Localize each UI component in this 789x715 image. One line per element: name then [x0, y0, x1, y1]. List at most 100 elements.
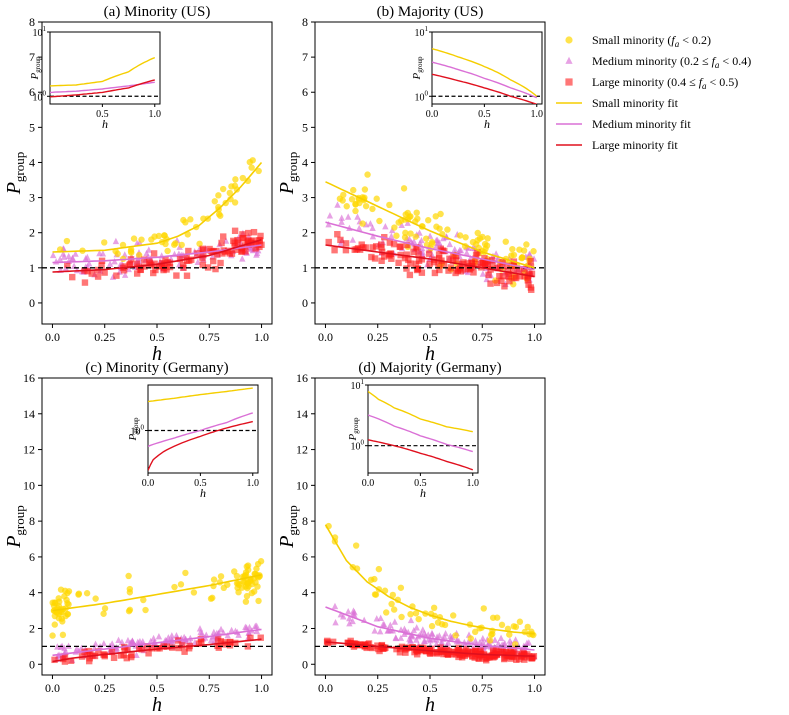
large-point — [152, 266, 159, 274]
small-point — [375, 565, 383, 573]
x-axis-label: h — [152, 694, 162, 715]
y-tick-label: 4 — [29, 155, 35, 169]
small-point — [253, 565, 260, 572]
inset-x-label: h — [102, 117, 108, 131]
scatter-points — [323, 522, 538, 664]
large-point — [378, 257, 385, 265]
medium-point — [491, 636, 499, 643]
medium-point — [173, 631, 180, 639]
small-point — [140, 596, 147, 604]
inset-y-label: Pgroup — [411, 56, 424, 81]
medium-point — [168, 632, 176, 639]
small-point — [502, 238, 509, 245]
y-axis-label-main: P — [3, 536, 25, 549]
large-point — [146, 260, 154, 267]
large-point — [489, 262, 496, 269]
small-point — [226, 189, 233, 197]
large-point — [470, 648, 477, 656]
legend-marker-large — [565, 78, 573, 86]
y-tick-label: 6 — [302, 85, 308, 99]
small-point — [187, 216, 194, 223]
y-axis-label-sub: group — [12, 152, 27, 182]
large-point — [440, 261, 448, 268]
large-point — [405, 644, 413, 651]
small-point — [231, 199, 239, 206]
legend-item-2: Large minority (0.4 ≤ fa < 0.5) — [565, 75, 738, 91]
inset-x-tick-label: 0.5 — [478, 109, 491, 120]
small-point — [219, 185, 227, 193]
large-point — [521, 654, 529, 661]
large-point — [176, 255, 184, 263]
x-tick-label: 1.0 — [254, 330, 269, 344]
inset-small-fit-line — [368, 390, 473, 433]
medium-point — [334, 201, 341, 208]
large-point — [521, 273, 528, 280]
large-point — [386, 239, 394, 246]
chart-title: (c) Minority (Germany) — [85, 360, 228, 376]
medium-point — [388, 232, 395, 240]
medium-point — [397, 634, 405, 641]
legend-item-4: Medium minority fit — [556, 117, 691, 131]
medium-point — [239, 255, 246, 262]
large-point — [369, 644, 376, 652]
large-point — [334, 231, 341, 238]
medium-point — [446, 240, 453, 248]
y-tick-label: 8 — [29, 15, 35, 29]
y-tick-label: 8 — [29, 514, 35, 528]
small-point — [227, 195, 234, 203]
large-point — [401, 254, 409, 262]
small-point — [523, 241, 530, 248]
large-point — [173, 272, 180, 279]
inset-x-tick-label: 0.5 — [96, 109, 109, 120]
legend-marker-small — [565, 36, 573, 44]
medium-point — [369, 232, 377, 240]
large-point — [85, 657, 93, 665]
large-point — [435, 251, 443, 258]
small-fit-line — [52, 574, 262, 612]
large-point — [446, 255, 453, 262]
small-point — [422, 235, 430, 242]
large-point — [64, 261, 71, 268]
small-point — [138, 236, 145, 243]
x-tick-label: 0.25 — [367, 330, 388, 344]
medium-point — [349, 236, 356, 243]
y-tick-label: 3 — [302, 191, 308, 205]
small-point — [101, 239, 108, 246]
y-axis-label: Pgroup — [3, 505, 27, 549]
y-tick-label: 2 — [29, 226, 35, 240]
small-point — [100, 610, 107, 617]
small-point — [220, 584, 228, 592]
y-tick-label: 4 — [302, 155, 308, 169]
small-point — [242, 598, 250, 605]
medium-point — [429, 630, 436, 638]
large-point — [51, 656, 58, 664]
inset-x-tick-label: 1.0 — [149, 109, 162, 120]
large-point — [252, 240, 259, 247]
y-tick-label: 5 — [302, 120, 308, 134]
large-point — [212, 265, 219, 273]
small-point — [412, 233, 419, 240]
large-point — [250, 228, 258, 236]
large-point — [497, 263, 504, 270]
large-point — [513, 656, 520, 663]
small-point — [456, 232, 464, 239]
small-point — [211, 198, 218, 205]
medium-point — [377, 614, 384, 622]
large-point — [220, 233, 227, 240]
y-tick-label: 16 — [23, 371, 35, 385]
small-point — [361, 186, 369, 193]
medium-point — [407, 616, 415, 624]
inset-x-tick-label: 0.0 — [142, 478, 155, 489]
small-point — [352, 200, 359, 208]
medium-point — [62, 264, 70, 272]
medium-point — [99, 250, 107, 257]
inset-large-fit-line — [432, 73, 538, 104]
inset-small-fit-line — [148, 387, 253, 403]
large-point — [499, 272, 507, 280]
large-point — [214, 642, 221, 650]
medium-point — [367, 220, 374, 227]
large-point — [213, 251, 221, 258]
medium-point — [252, 622, 259, 630]
y-tick-label: 12 — [23, 443, 35, 457]
small-point — [510, 251, 518, 259]
